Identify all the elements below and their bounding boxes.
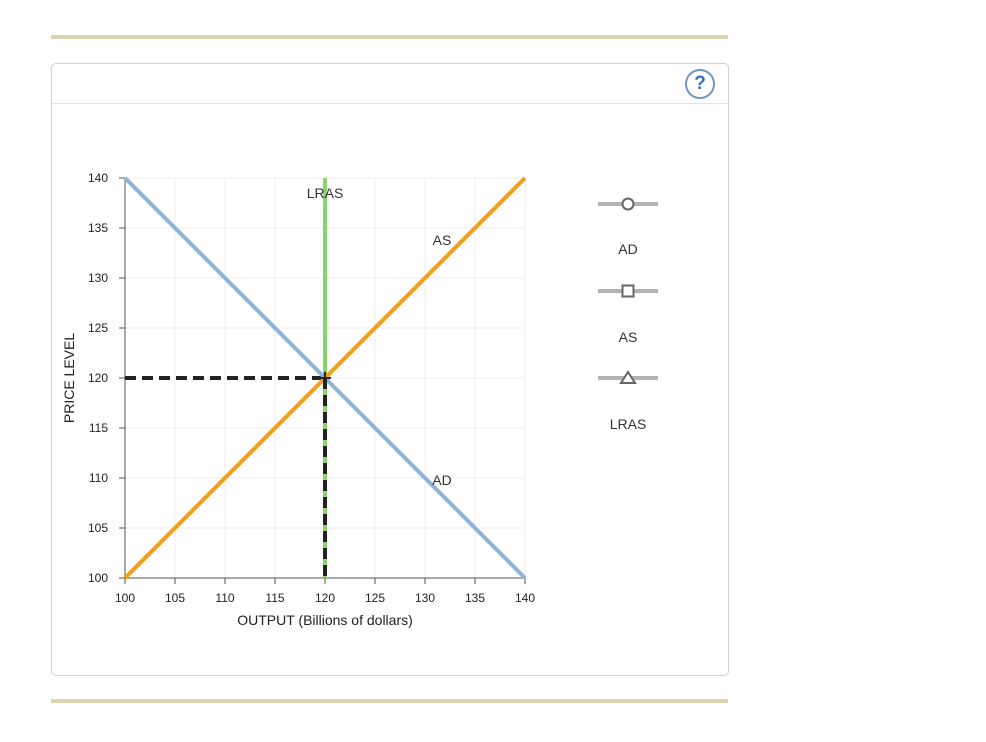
- x-axis-title: OUTPUT (Billions of dollars): [237, 612, 413, 628]
- top-divider: [51, 35, 728, 39]
- x-tick-label: 140: [515, 591, 535, 605]
- y-tick-label: 130: [88, 271, 108, 285]
- legend-ad-label: AD: [618, 241, 638, 257]
- legend-as-tool[interactable]: [598, 281, 658, 301]
- x-tick-label: 130: [415, 591, 435, 605]
- y-tick-label: 100: [88, 571, 108, 585]
- square-marker-icon: [598, 284, 658, 298]
- y-tick-label: 140: [88, 171, 108, 185]
- lras-curve-label: LRAS: [307, 185, 344, 201]
- panel-header: ?: [52, 64, 728, 104]
- y-tick-label: 120: [88, 371, 108, 385]
- x-tick-label: 110: [215, 591, 234, 605]
- x-tick-label: 105: [165, 591, 185, 605]
- x-tick-label: 135: [465, 591, 485, 605]
- y-tick-label: 105: [88, 521, 108, 535]
- legend-ad-tool[interactable]: [598, 194, 658, 214]
- x-tick-label: 100: [115, 591, 135, 605]
- x-tick-label: 125: [365, 591, 385, 605]
- curve-labels: LRAS AS AD: [307, 185, 452, 488]
- x-tick-label: 120: [315, 591, 335, 605]
- y-axis-title: PRICE LEVEL: [61, 333, 77, 423]
- y-tick-label: 110: [89, 471, 108, 485]
- graph-panel: ?: [51, 63, 729, 676]
- help-button[interactable]: ?: [685, 69, 715, 99]
- legend-as-label: AS: [618, 329, 638, 345]
- circle-marker-icon: [598, 197, 658, 211]
- x-tick-label: 115: [265, 591, 284, 605]
- triangle-marker-icon: [598, 370, 658, 384]
- y-tick-label: 125: [88, 321, 108, 335]
- as-curve-label: AS: [433, 232, 452, 248]
- legend-lras-tool[interactable]: [598, 368, 658, 388]
- bottom-divider: [51, 699, 728, 703]
- chart-ticks: 100 105 110 115 120 125 130 135 140 100 105 110 115 1…: [88, 171, 535, 605]
- y-tick-label: 135: [88, 221, 108, 235]
- legend-lras-label: LRAS: [609, 416, 647, 432]
- ad-curve-label: AD: [432, 472, 451, 488]
- y-tick-label: 115: [89, 421, 108, 435]
